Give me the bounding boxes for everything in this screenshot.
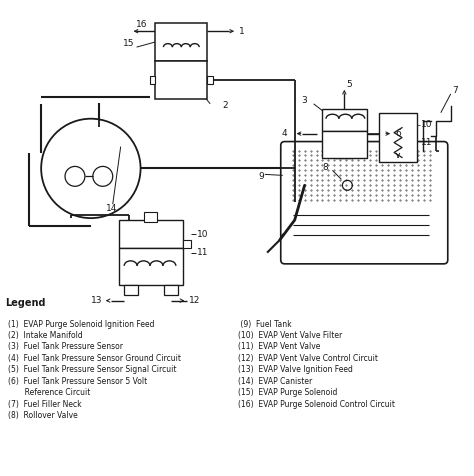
Text: (2)  Intake Manifold: (2) Intake Manifold bbox=[9, 331, 83, 340]
Bar bbox=[321, 130, 367, 159]
Bar bbox=[164, 285, 178, 295]
Text: 5: 5 bbox=[346, 80, 352, 89]
Bar bbox=[149, 76, 155, 84]
Text: 7: 7 bbox=[452, 86, 457, 95]
Text: 11: 11 bbox=[197, 248, 209, 258]
Bar bbox=[379, 113, 417, 162]
Text: Legend: Legend bbox=[5, 298, 46, 307]
Text: (4)  Fuel Tank Pressure Sensor Ground Circuit: (4) Fuel Tank Pressure Sensor Ground Cir… bbox=[9, 354, 182, 363]
Bar bbox=[124, 285, 137, 295]
Text: 11: 11 bbox=[421, 138, 432, 147]
Text: (12)  EVAP Vent Valve Control Circuit: (12) EVAP Vent Valve Control Circuit bbox=[238, 354, 378, 363]
Text: 10: 10 bbox=[421, 120, 432, 129]
Text: (14)  EVAP Canister: (14) EVAP Canister bbox=[238, 377, 312, 386]
Bar bbox=[144, 212, 157, 222]
Text: (8)  Rollover Valve: (8) Rollover Valve bbox=[9, 411, 78, 420]
Text: Reference Circuit: Reference Circuit bbox=[9, 388, 91, 397]
Text: (5)  Fuel Tank Pressure Sensor Signal Circuit: (5) Fuel Tank Pressure Sensor Signal Cir… bbox=[9, 365, 177, 374]
Text: 14: 14 bbox=[106, 204, 117, 213]
Text: (11)  EVAP Vent Valve: (11) EVAP Vent Valve bbox=[238, 342, 320, 351]
Text: 13: 13 bbox=[91, 296, 102, 305]
Text: (7)  Fuel Filler Neck: (7) Fuel Filler Neck bbox=[9, 399, 82, 408]
Text: (9)  Fuel Tank: (9) Fuel Tank bbox=[238, 319, 292, 328]
Bar bbox=[155, 61, 207, 99]
Bar bbox=[118, 248, 183, 285]
Text: 15: 15 bbox=[123, 39, 134, 48]
Text: 9: 9 bbox=[258, 172, 264, 181]
Text: 6: 6 bbox=[395, 129, 401, 138]
Text: 4: 4 bbox=[281, 129, 287, 138]
Bar bbox=[183, 240, 191, 248]
Text: (6)  Fuel Tank Pressure Sensor 5 Volt: (6) Fuel Tank Pressure Sensor 5 Volt bbox=[9, 377, 147, 386]
Text: (15)  EVAP Purge Solenoid: (15) EVAP Purge Solenoid bbox=[238, 388, 337, 397]
Text: 12: 12 bbox=[189, 296, 201, 305]
Text: (16)  EVAP Purge Solenoid Control Circuit: (16) EVAP Purge Solenoid Control Circuit bbox=[238, 399, 395, 408]
Text: (10)  EVAP Vent Valve Filter: (10) EVAP Vent Valve Filter bbox=[238, 331, 342, 340]
Text: 3: 3 bbox=[301, 96, 307, 105]
Text: (1)  EVAP Purge Solenoid Ignition Feed: (1) EVAP Purge Solenoid Ignition Feed bbox=[9, 319, 155, 328]
FancyBboxPatch shape bbox=[281, 141, 448, 264]
Text: 2: 2 bbox=[222, 101, 228, 110]
Text: 8: 8 bbox=[322, 163, 328, 172]
Bar bbox=[321, 109, 367, 130]
Bar bbox=[155, 23, 207, 61]
Text: 1: 1 bbox=[239, 27, 245, 36]
Bar bbox=[207, 76, 213, 84]
Text: 10: 10 bbox=[197, 229, 209, 238]
Text: (3)  Fuel Tank Pressure Sensor: (3) Fuel Tank Pressure Sensor bbox=[9, 342, 123, 351]
Bar bbox=[118, 220, 183, 248]
Text: 16: 16 bbox=[136, 20, 147, 29]
Text: (13)  EVAP Valve Ignition Feed: (13) EVAP Valve Ignition Feed bbox=[238, 365, 353, 374]
